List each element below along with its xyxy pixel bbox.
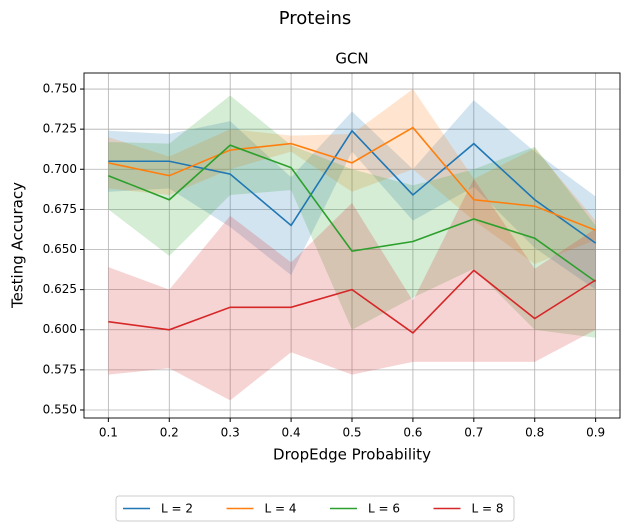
chart-title: Proteins	[279, 8, 351, 29]
y-tick-label: 0.700	[43, 162, 77, 176]
legend-label: L = 4	[265, 502, 297, 516]
x-tick-label: 0.7	[464, 426, 483, 440]
y-tick-label: 0.725	[43, 122, 77, 136]
y-tick-label: 0.625	[43, 282, 77, 296]
y-tick-label: 0.650	[43, 242, 77, 256]
chart-subtitle: GCN	[335, 50, 368, 68]
x-tick-label: 0.2	[160, 426, 179, 440]
x-axis-label: DropEdge Probability	[273, 446, 431, 464]
plot-frame	[83, 72, 621, 419]
legend-label: L = 6	[368, 502, 400, 516]
y-tick-label: 0.675	[43, 202, 77, 216]
legend: L = 2 L = 4 L = 6 L = 8	[115, 495, 515, 522]
error-band	[108, 100, 596, 290]
series-line	[108, 144, 597, 283]
series-line	[108, 129, 597, 244]
x-tick-label: 0.5	[342, 426, 361, 440]
x-tick-label: 0.9	[586, 426, 605, 440]
legend-box	[115, 495, 515, 522]
y-tick-label: 0.575	[43, 362, 77, 376]
y-tick-label: 0.600	[43, 322, 77, 336]
legend-label: L = 2	[161, 502, 193, 516]
x-tick-label: 0.1	[99, 426, 118, 440]
x-tick-label: 0.6	[403, 426, 422, 440]
y-tick-label: 0.550	[43, 402, 77, 416]
x-tick-label: 0.4	[282, 426, 301, 440]
error-band	[108, 89, 596, 264]
series-line	[108, 269, 597, 335]
x-tick-label: 0.3	[221, 426, 240, 440]
y-axis-label: Testing Accuracy	[9, 182, 27, 309]
error-band	[108, 95, 596, 338]
legend-label: L = 8	[472, 502, 504, 516]
series-line	[108, 126, 596, 232]
y-tick-label: 0.750	[43, 82, 77, 96]
x-tick-label: 0.8	[525, 426, 544, 440]
